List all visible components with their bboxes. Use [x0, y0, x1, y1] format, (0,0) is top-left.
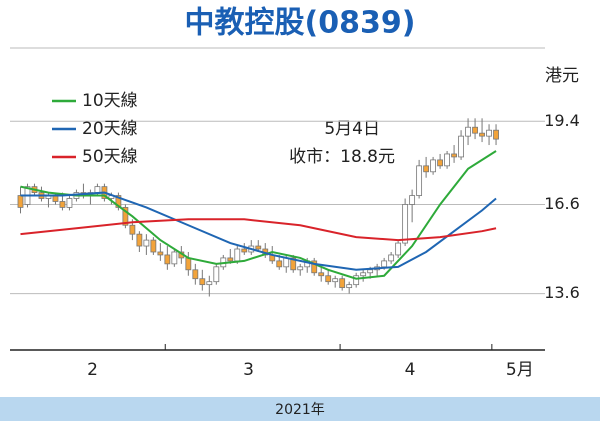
legend-label: 10天線 [82, 91, 138, 111]
candle-body [339, 278, 346, 289]
candle-body [143, 239, 150, 247]
y-tick-label: 13.6 [544, 283, 580, 302]
candle-body [444, 153, 450, 167]
candle-body [423, 165, 430, 173]
candle-body [409, 195, 416, 205]
candle-body [479, 132, 485, 137]
candle-body [115, 195, 122, 208]
candle-body [388, 254, 395, 262]
unit-label: 港元 [545, 66, 579, 86]
candle-body [164, 254, 171, 265]
candle-body [66, 198, 73, 208]
candle-body [206, 281, 213, 286]
x-tick-label: 4 [405, 360, 416, 380]
candle-body [241, 248, 248, 253]
candle-body [171, 251, 178, 265]
ma-line [20, 218, 497, 242]
candle-body [381, 260, 388, 268]
candle-body [493, 129, 499, 140]
candle-body [192, 269, 199, 280]
candle-body [325, 275, 332, 283]
year-band [0, 397, 600, 421]
legend-label: 20天線 [82, 119, 138, 139]
candle-body [486, 129, 492, 137]
candle-body [150, 239, 157, 253]
candle-body [17, 195, 24, 208]
legend-label: 50天線 [82, 147, 138, 167]
candle-body [234, 248, 241, 262]
annotation: 5月4日 [324, 119, 380, 139]
x-tick-label: 3 [243, 360, 254, 380]
candle-body [458, 135, 464, 158]
candle-body [318, 272, 325, 277]
candle-body [129, 224, 136, 235]
candle-body [311, 260, 318, 274]
candle-body [451, 153, 457, 158]
candle-body [136, 233, 143, 247]
x-tick-label: 5月 [506, 360, 534, 380]
candle-body [213, 266, 220, 283]
candle-body [157, 251, 164, 256]
year-label: 2021年 [275, 402, 325, 418]
candle-body [276, 260, 283, 268]
annotation: 收市：18.8元 [289, 147, 395, 167]
candle-body [94, 186, 101, 193]
candle-body [122, 207, 129, 226]
candle-body [59, 201, 66, 208]
candle-body [227, 257, 234, 262]
candle-body [472, 126, 478, 134]
y-tick-label: 16.6 [544, 194, 580, 213]
candle-body [290, 257, 297, 271]
candle-body [402, 204, 409, 244]
candle-body [416, 165, 423, 196]
candle-body [255, 245, 262, 250]
candle-body [353, 275, 360, 286]
chart-title: 中教控股(0839) [185, 6, 416, 41]
candle-body [346, 284, 353, 289]
candle-body [430, 159, 437, 173]
candle-body [199, 278, 206, 286]
candle-body [395, 242, 402, 256]
candle-body [437, 159, 443, 167]
candle-body [360, 272, 367, 277]
ma-line [20, 191, 497, 271]
candle-body [332, 278, 339, 283]
candle-body [465, 126, 471, 137]
x-tick-label: 2 [87, 360, 98, 380]
y-tick-label: 19.4 [544, 111, 580, 130]
candle-body [185, 257, 192, 271]
candle-body [297, 266, 304, 271]
candle-body [367, 269, 374, 274]
